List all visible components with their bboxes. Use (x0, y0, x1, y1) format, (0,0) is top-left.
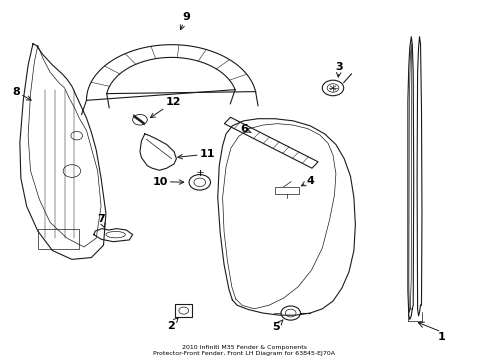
Text: 2: 2 (166, 318, 178, 331)
Text: 10: 10 (152, 177, 183, 186)
Text: 11: 11 (178, 149, 215, 159)
Text: 12: 12 (150, 97, 181, 118)
Bar (275, 187, 299, 194)
Text: 9: 9 (180, 12, 190, 30)
Text: 2010 Infiniti M35 Fender & Components
Protector-Front Fender, Front LH Diagram f: 2010 Infiniti M35 Fender & Components Pr… (153, 345, 335, 356)
Text: 5: 5 (272, 320, 282, 332)
Text: 3: 3 (335, 62, 343, 77)
Bar (175, 304, 192, 317)
Text: 6: 6 (240, 124, 251, 134)
Bar (38, 229, 79, 249)
Text: 8: 8 (12, 86, 31, 100)
Text: 4: 4 (301, 176, 314, 186)
Text: 1: 1 (437, 332, 445, 342)
Text: 7: 7 (97, 214, 105, 228)
